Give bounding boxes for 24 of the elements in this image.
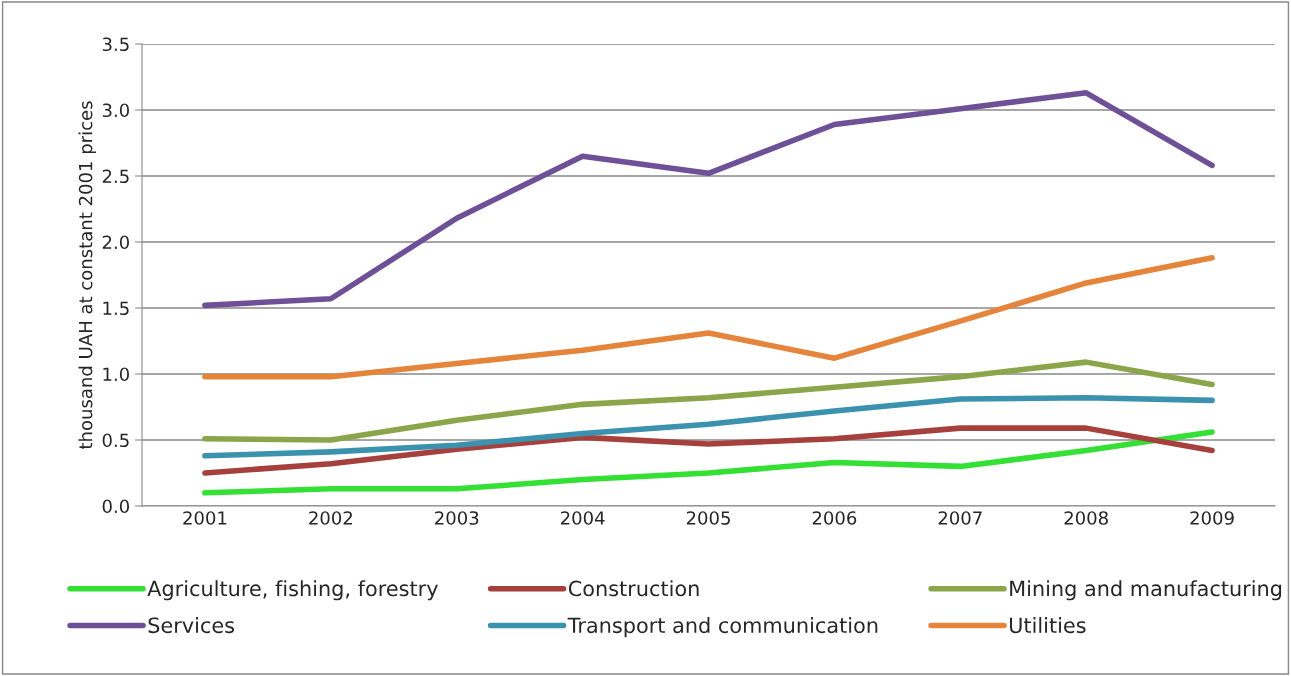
x-tick-label: 2001 xyxy=(183,511,227,525)
legend-label: Services xyxy=(148,617,235,634)
x-tick-label: 2009 xyxy=(1190,511,1234,525)
legend-label: Agriculture, fishing, forestry xyxy=(147,580,438,601)
x-tick-label: 2003 xyxy=(435,511,479,525)
y-tick-label: 1.0 xyxy=(103,367,129,382)
x-tick-label: 2007 xyxy=(938,511,982,525)
x-tick-label: 2006 xyxy=(812,511,857,525)
y-tick-label: 2.5 xyxy=(102,169,129,184)
x-tick-label: 2005 xyxy=(686,511,730,525)
y-tick-label: 3.0 xyxy=(102,103,129,118)
y-tick-label: 2.0 xyxy=(102,235,129,250)
y-tick-label: 0.0 xyxy=(102,499,129,514)
y-tick-label: 3.5 xyxy=(102,37,129,52)
y-tick-label: 1.5 xyxy=(103,301,129,316)
legend-label: Construction xyxy=(568,580,699,597)
y-axis-title: thousand UAH at constant 2001 prices xyxy=(78,101,96,450)
legend-label: Transport and communication xyxy=(567,617,878,638)
x-tick-label: 2002 xyxy=(309,511,352,525)
legend-label: Utilities xyxy=(1009,617,1086,634)
x-tick-label: 2004 xyxy=(560,511,605,525)
x-tick-label: 2008 xyxy=(1064,511,1108,525)
y-tick-label: 0.5 xyxy=(102,433,129,448)
legend-label: Mining and manufacturing xyxy=(1010,580,1282,601)
